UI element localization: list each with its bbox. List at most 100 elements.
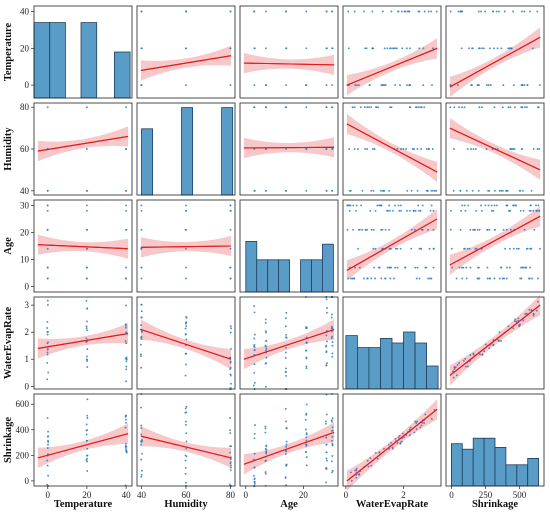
scatter-point (125, 365, 128, 368)
scatter-point (363, 10, 366, 13)
scatter-point (330, 316, 333, 319)
scatter-point (331, 148, 334, 150)
scatter-point (397, 10, 400, 13)
scatter-point (456, 84, 459, 87)
scatter-point (139, 355, 142, 358)
scatter-point (538, 84, 541, 87)
scatter-point (229, 417, 231, 419)
scatter-point (388, 189, 390, 192)
scatter-point (140, 366, 143, 369)
scatter-point (185, 363, 187, 366)
scatter-point (414, 209, 417, 212)
scatter-point (325, 298, 328, 301)
scatter-point (468, 47, 471, 50)
scatter-point (125, 418, 127, 421)
scatter-point (124, 323, 127, 326)
scatter-point (354, 84, 357, 87)
scatter-point (410, 228, 413, 231)
scatter-point (389, 106, 391, 109)
scatter-point (388, 209, 391, 212)
y-tick-label-waterevaprate: 1 (25, 354, 30, 364)
scatter-point (482, 47, 485, 50)
regression-line-top (449, 215, 541, 266)
scatter-point (47, 441, 50, 443)
scatter-point (46, 189, 49, 192)
scatter-point (140, 330, 143, 333)
scatter-point (380, 228, 383, 231)
scatter-point (454, 366, 457, 369)
y-tick-label-temperature: 40 (20, 7, 30, 17)
scatter-point (432, 189, 434, 192)
scatter-point (331, 189, 334, 192)
scatter-point (468, 247, 471, 250)
scatter-point (285, 445, 288, 448)
scatter-point (488, 228, 491, 231)
scatter-point (478, 47, 481, 50)
scatter-point (185, 338, 188, 341)
scatter-point (229, 374, 232, 377)
scatter-point (498, 277, 501, 280)
scatter-point (229, 228, 232, 231)
scatter-point (185, 321, 188, 324)
scatter-point (86, 439, 89, 442)
scatter-point (265, 444, 268, 447)
scatter-point (264, 448, 267, 450)
scatter-point (386, 266, 389, 269)
scatter-point (86, 320, 88, 323)
scatter-point (394, 47, 397, 50)
scatter-point (396, 247, 399, 250)
scatter-point (492, 343, 495, 346)
y-axis-label-shrinkage: Shrinkage (3, 417, 14, 463)
scatter-point (85, 459, 88, 462)
scatter-point (140, 303, 143, 306)
scatter-point (185, 447, 188, 450)
histogram-bar-temperature (80, 22, 98, 99)
scatter-point (392, 209, 394, 212)
regression-line-top (346, 47, 438, 86)
panel-frame (445, 199, 545, 293)
scatter-point (487, 189, 490, 192)
scatter-point (506, 266, 508, 269)
panel-temperature-vs-temperature (33, 5, 133, 99)
regression-line-top (37, 433, 129, 459)
scatter-point (420, 228, 423, 231)
panel-temperature-vs-shrinkage (445, 5, 545, 99)
scatter-point (265, 349, 267, 352)
histogram-bar-waterevaprate (345, 335, 358, 390)
scatter-point (475, 209, 478, 212)
scatter-point (464, 365, 467, 368)
scatter-point (384, 277, 387, 280)
scatter-point (331, 344, 334, 347)
scatter-point (435, 10, 438, 13)
scatter-point (478, 106, 481, 109)
scatter-point (230, 347, 233, 350)
scatter-point (460, 47, 463, 50)
scatter-point (414, 106, 417, 109)
scatter-point (125, 368, 128, 371)
y-tick-label-humidity: 60 (20, 144, 30, 154)
scatter-point (367, 465, 370, 468)
y-axis-label-temperature: Temperature (3, 23, 14, 82)
scatter-point (416, 189, 419, 192)
scatter-point (522, 319, 525, 322)
scatter-point (140, 310, 143, 313)
scatter-point (394, 204, 397, 207)
scatter-point (125, 450, 128, 453)
scatter-point (86, 454, 89, 457)
regression-line-top (449, 36, 541, 88)
scatter-point (424, 266, 427, 269)
scatter-point (394, 266, 397, 269)
histogram-bar-age (321, 243, 334, 293)
scatter-point (350, 471, 352, 474)
scatter-point (140, 316, 143, 319)
panel-frame (342, 5, 442, 99)
scatter-point (432, 228, 435, 231)
scatter-point (330, 460, 333, 463)
scatter-point (413, 148, 416, 150)
regression-line-top (140, 435, 232, 459)
scatter-point (284, 351, 287, 354)
scatter-point (253, 10, 256, 13)
scatter-point (85, 325, 88, 328)
scatter-point (230, 327, 233, 330)
scatter-point (523, 228, 526, 231)
